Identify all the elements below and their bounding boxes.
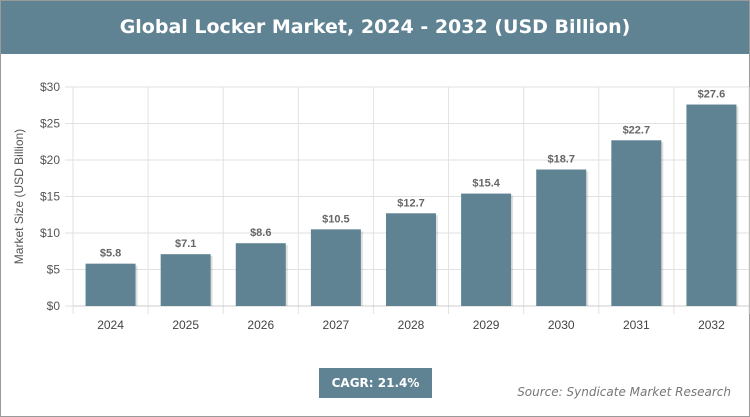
bar [686,104,737,307]
x-tick-label: 2031 [623,318,650,332]
data-label: $8.6 [250,227,271,239]
bar [461,193,512,306]
bar [310,229,361,306]
bar [611,140,662,306]
bar-chart: $0 $5 $10 $15 $20 $25 $30 Market Size (USD Bill… [12,80,750,332]
bar [85,263,136,306]
x-tick-label: 2030 [548,318,575,332]
data-label: $15.4 [472,178,500,190]
x-tick-label: 2027 [323,318,350,332]
x-tick-label: 2024 [97,318,124,332]
chart-title: Global Locker Market, 2024 - 2032 (USD B… [1,1,749,54]
data-label: $27.6 [698,89,726,101]
y-tick-label: $10 [40,226,60,240]
x-tick-label: 2026 [247,318,274,332]
cagr-badge: CAGR: 21.4% [319,368,432,398]
source-note: Source: Syndicate Market Research [517,385,731,399]
x-tick-label: 2032 [698,318,725,332]
y-tick-label: $20 [40,153,60,167]
x-tick-label: 2025 [172,318,199,332]
bar [235,243,286,306]
y-axis-title: Market Size (USD Billion) [12,129,26,264]
data-label: $7.1 [175,238,196,250]
data-label: $5.8 [100,248,121,260]
data-label: $12.7 [397,197,425,209]
bar [536,169,587,306]
bar [160,254,211,306]
data-label: $18.7 [547,153,575,165]
data-label: $10.5 [322,213,350,225]
y-tick-label: $25 [40,117,60,131]
y-tick-label: $30 [40,80,60,94]
y-tick-label: $5 [47,263,61,277]
y-tick-label: $15 [40,190,60,204]
x-tick-label: 2029 [473,318,500,332]
data-label: $22.7 [623,124,651,136]
x-tick-label: 2028 [398,318,425,332]
y-tick-label: $0 [47,299,61,313]
bar [386,213,436,306]
